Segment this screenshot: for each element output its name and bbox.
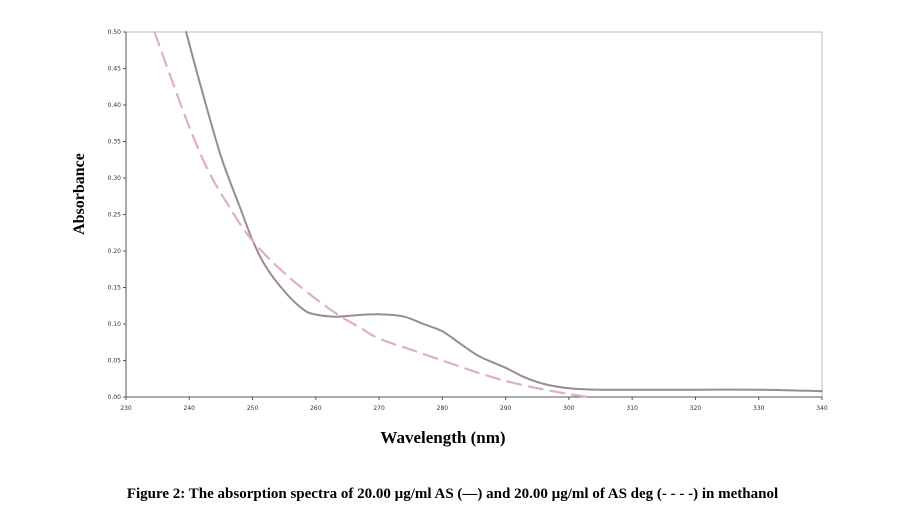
- y-tick-label: 0.30: [108, 175, 122, 182]
- x-tick-label: 260: [310, 405, 322, 412]
- series-line-as: [185, 31, 823, 393]
- x-tick-label: 300: [563, 405, 575, 412]
- y-axis-ticks: 0.00 0.05 0.10 0.15 0.20 0.25 0.30 0.35 0.40 0.45…: [108, 29, 126, 401]
- x-tick-label: 320: [690, 405, 702, 412]
- plot-frame: [125, 31, 823, 398]
- y-tick-label: 0.20: [108, 248, 122, 255]
- x-tick-label: 340: [816, 405, 828, 412]
- x-tick-label: 230: [120, 405, 132, 412]
- absorption-chart: 0.00 0.05 0.10 0.15 0.20 0.25 0.30 0.35 0.40 0.45…: [71, 29, 828, 447]
- x-axis-title: Wavelength (nm): [380, 428, 505, 447]
- figure-caption: Figure 2: The absorption spectra of 20.0…: [126, 486, 779, 502]
- y-tick-label: 0.35: [108, 139, 122, 146]
- y-tick-label: 0.45: [108, 66, 122, 73]
- y-tick-label: 0.15: [108, 285, 122, 292]
- y-tick-label: 0.00: [108, 394, 122, 401]
- y-tick-label: 0.10: [108, 321, 122, 328]
- x-tick-label: 280: [437, 405, 449, 412]
- x-tick-label: 240: [184, 405, 196, 412]
- y-tick-label: 0.05: [108, 358, 122, 365]
- x-tick-label: 250: [247, 405, 259, 412]
- x-tick-label: 330: [753, 405, 765, 412]
- x-tick-label: 310: [626, 405, 638, 412]
- y-tick-label: 0.50: [108, 29, 122, 36]
- x-tick-label: 270: [373, 405, 385, 412]
- x-tick-label: 290: [500, 405, 512, 412]
- y-tick-label: 0.25: [108, 212, 122, 219]
- x-axis-ticks: 230 240 250 260 270 280 290 300 310 320 330 340: [120, 397, 828, 412]
- series-layer: [153, 30, 823, 399]
- series-line-as-deg: [153, 30, 589, 399]
- y-tick-label: 0.40: [108, 102, 122, 109]
- y-axis-title: Absorbance: [71, 153, 88, 235]
